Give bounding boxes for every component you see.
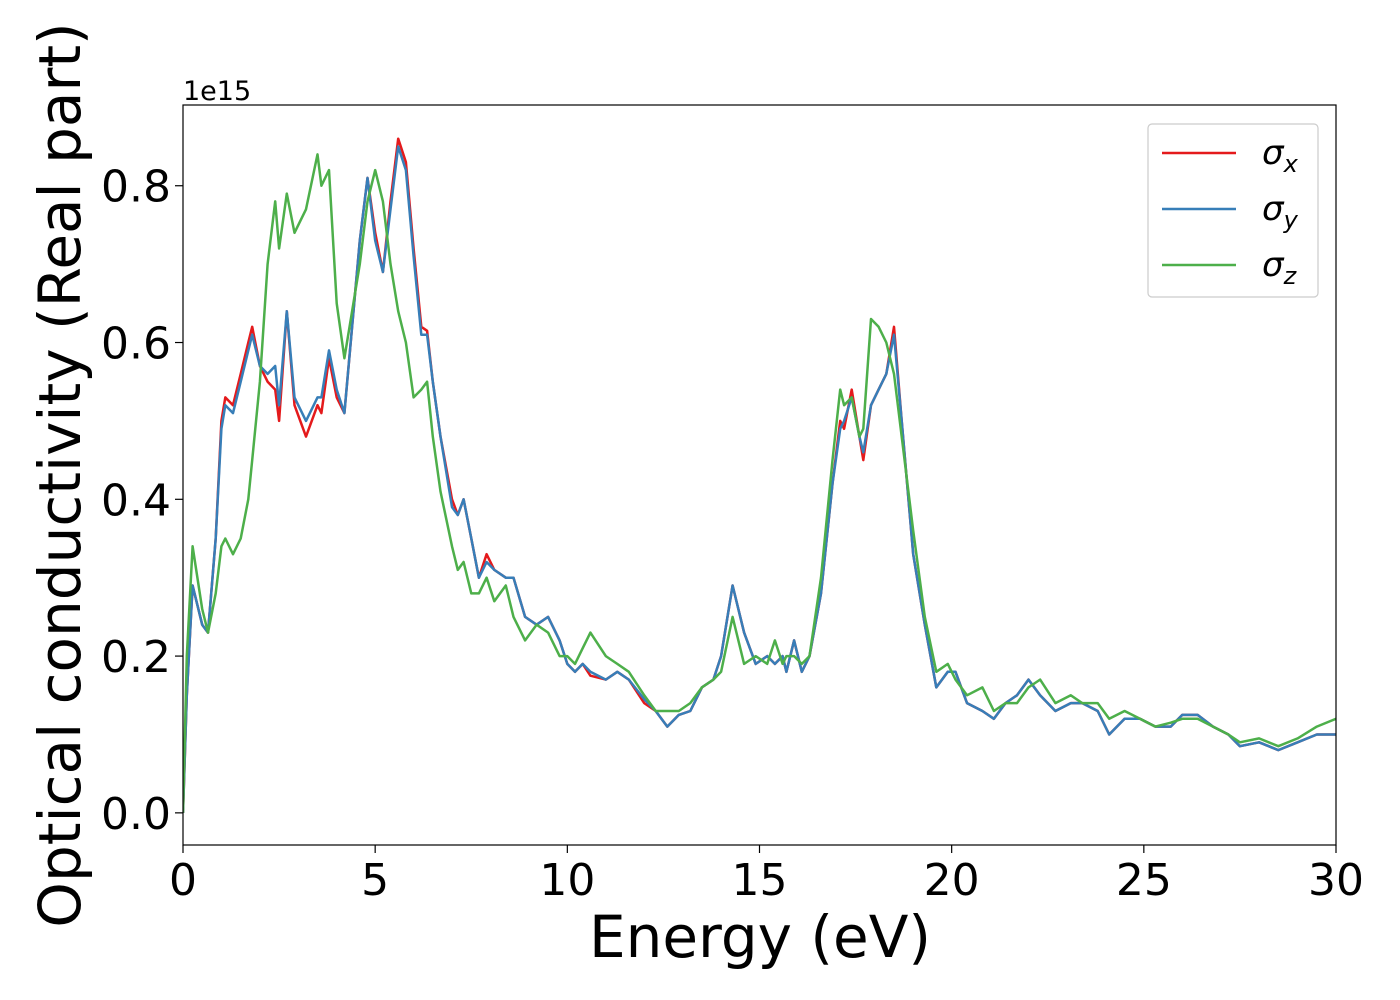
x-tick-label: 5 [361, 855, 389, 906]
legend-label: σz [1262, 245, 1298, 290]
x-tick-label: 30 [1308, 855, 1364, 906]
legend-box [1147, 123, 1319, 298]
y-tick-label: 0.4 [101, 475, 171, 526]
x-tick-label: 20 [924, 855, 980, 906]
x-tick-label: 15 [732, 855, 788, 906]
y-axis-label: Optical conductivity (Real part) [26, 22, 94, 927]
plot-frame [182, 104, 1337, 846]
x-axis-label: Energy (eV) [589, 903, 931, 971]
x-tick-label: 10 [539, 855, 595, 906]
offset-text: 1e15 [183, 76, 251, 107]
x-tick-label: 0 [169, 855, 197, 906]
y-tick-label: 0.2 [101, 632, 171, 683]
legend-label: σx [1262, 133, 1299, 178]
y-tick-label: 0.6 [101, 319, 171, 370]
series-line [183, 145, 1336, 813]
series-line [183, 153, 1336, 813]
legend-label: σy [1262, 189, 1299, 234]
y-tick-label: 0.0 [101, 789, 171, 840]
y-tick-label: 0.8 [101, 162, 171, 213]
x-tick-label: 25 [1116, 855, 1172, 906]
